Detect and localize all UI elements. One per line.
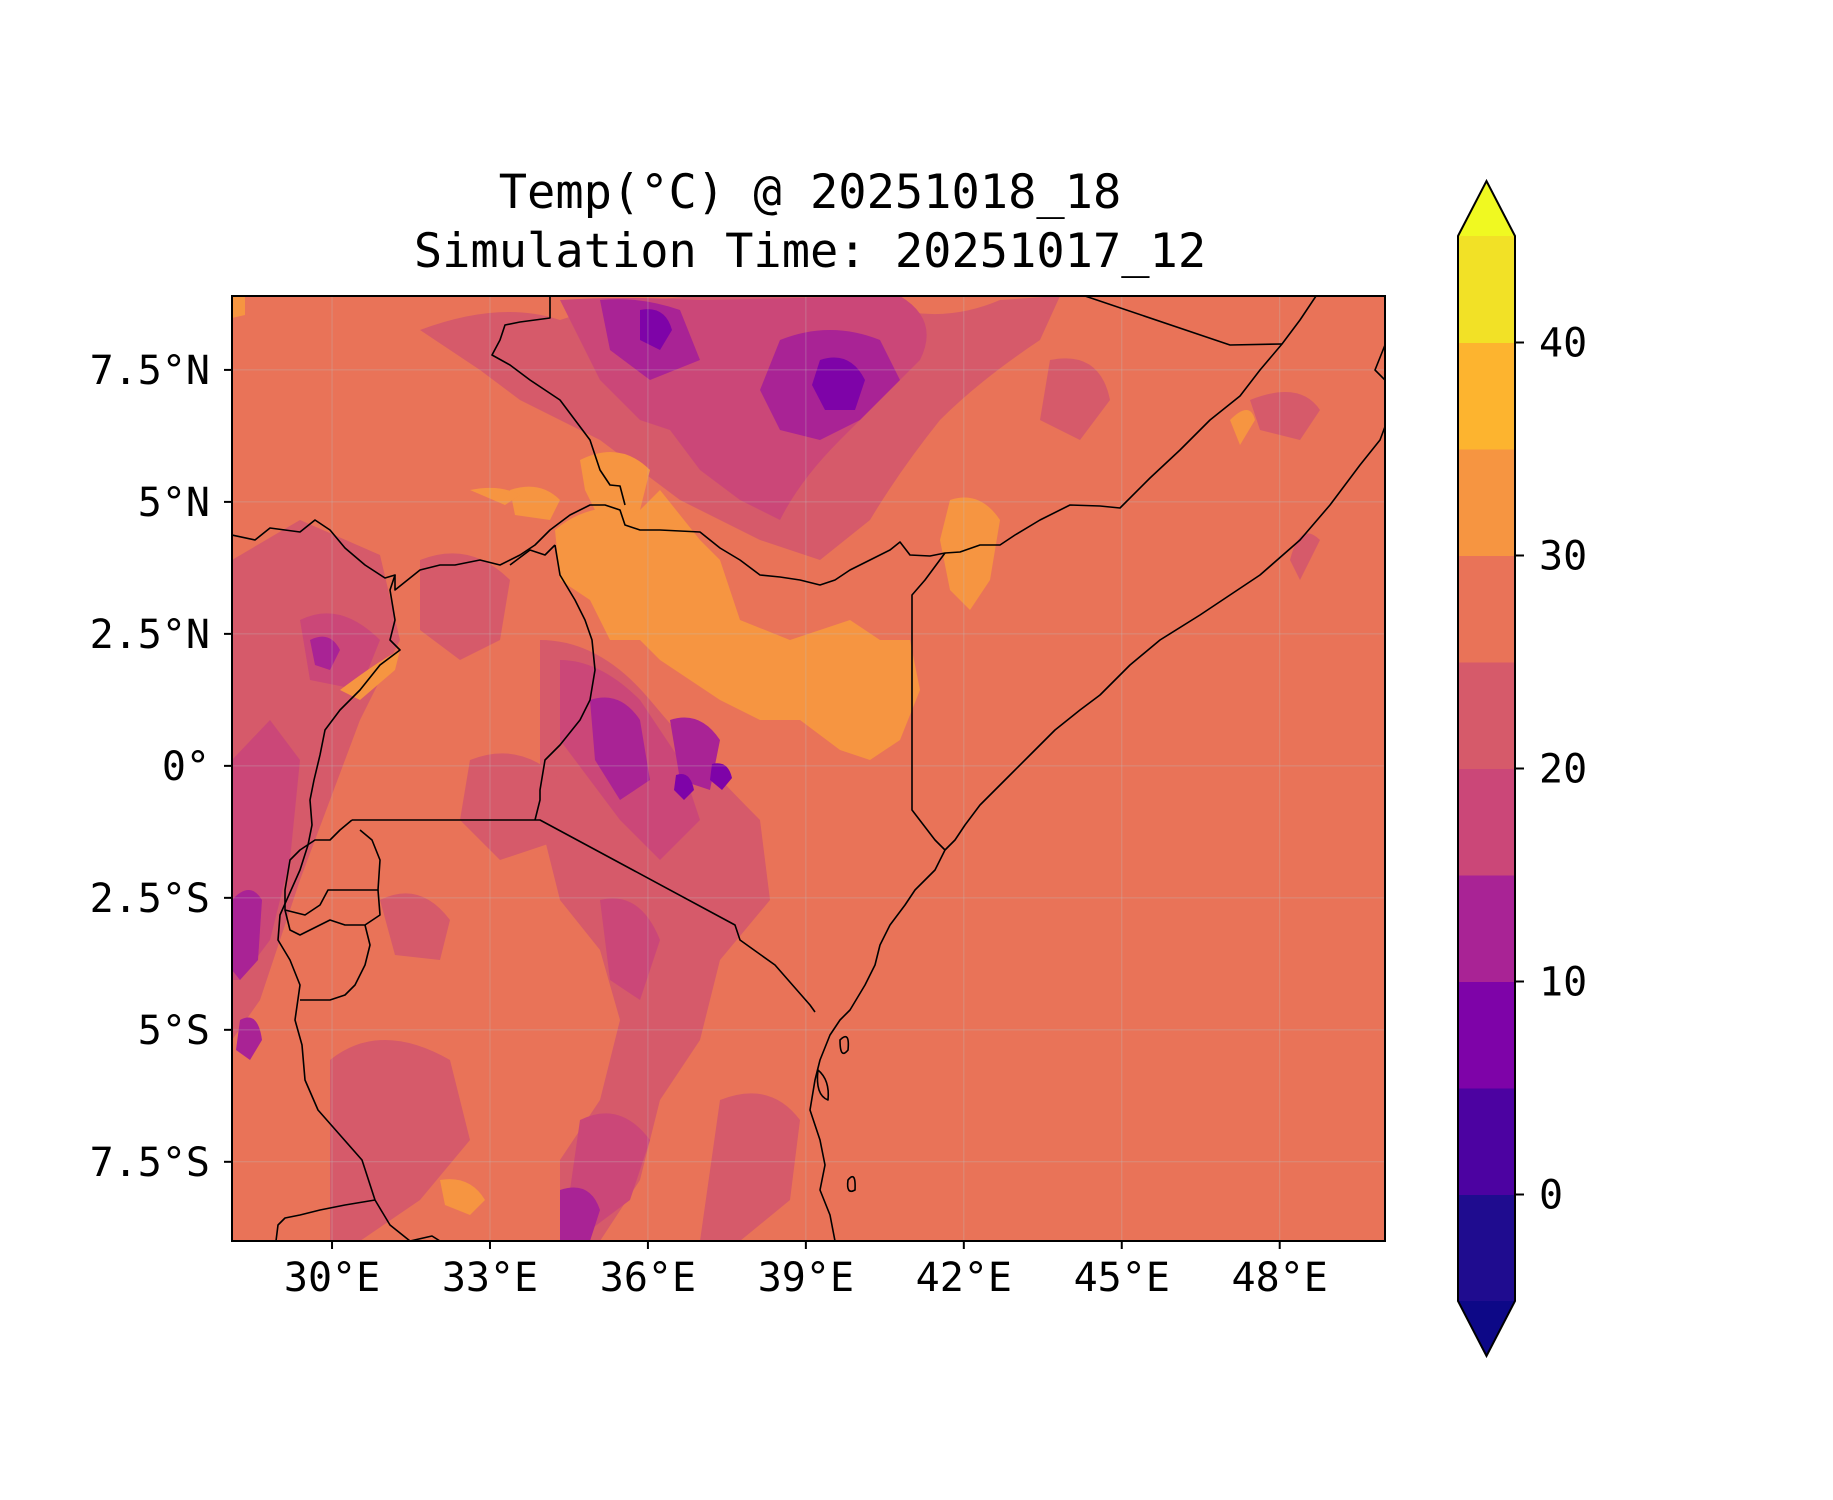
x-tick-label: 45°E [1074, 1255, 1170, 1301]
y-tick-label: 5°N [138, 480, 210, 526]
map-frame [231, 295, 1386, 1242]
y-axis-ticks: 7.5°N 5°N 2.5°N 0° 2.5°S 5°S 7.5°S [90, 348, 232, 1186]
colorbar-segment [1458, 662, 1515, 769]
plot-title-line-1: Temp(°C) @ 20251018_18 [498, 165, 1122, 220]
colorbar-segment [1458, 449, 1515, 556]
plot-title-line-2: Simulation Time: 20251017_12 [413, 224, 1207, 279]
map-panel: 30°E 33°E 36°E 39°E 42°E 45°E 48°E 7.5°N 5°N 2.5… [90, 295, 1386, 1301]
x-tick-label: 33°E [442, 1255, 538, 1301]
y-tick-label: 5°S [138, 1008, 210, 1054]
colorbar-outline [1457, 178, 1516, 1359]
x-axis-ticks: 30°E 33°E 36°E 39°E 42°E 45°E 48°E [284, 1241, 1328, 1301]
colorbar-tick-label: 20 [1539, 747, 1587, 793]
y-tick-label: 7.5°S [90, 1140, 210, 1186]
y-tick-label: 2.5°S [90, 876, 210, 922]
country-borders [232, 296, 1385, 1241]
map-gridlines [232, 296, 1385, 1241]
y-tick-label: 0° [162, 744, 210, 790]
x-tick-label: 36°E [600, 1255, 696, 1301]
colorbar-under-arrow [1458, 1301, 1515, 1356]
colorbar-segment [1458, 555, 1515, 663]
colorbar-tick-label: 10 [1539, 960, 1587, 1006]
x-tick-label: 48°E [1232, 1255, 1328, 1301]
x-tick-label: 39°E [758, 1255, 854, 1301]
colorbar-segment [1458, 1194, 1515, 1302]
colorbar-segment [1458, 875, 1515, 982]
colorbar: 0 10 20 30 40 [1457, 178, 1587, 1359]
temperature-band-5-10 [640, 309, 865, 800]
colorbar-segment [1458, 236, 1515, 343]
y-tick-label: 7.5°N [90, 348, 210, 394]
colorbar-tick-label: 40 [1539, 321, 1587, 367]
temperature-band-30-35 [232, 296, 1255, 1215]
colorbar-segment [1458, 768, 1515, 876]
colorbar-segment [1458, 981, 1515, 1089]
colorbar-over-arrow [1458, 181, 1515, 236]
colorbar-tick-label: 30 [1539, 534, 1587, 580]
x-tick-label: 42°E [916, 1255, 1012, 1301]
x-tick-label: 30°E [284, 1255, 380, 1301]
colorbar-segment [1458, 342, 1515, 450]
colorbar-tick-label: 0 [1539, 1173, 1563, 1219]
colorbar-segment [1458, 1088, 1515, 1195]
y-tick-label: 2.5°N [90, 612, 210, 658]
